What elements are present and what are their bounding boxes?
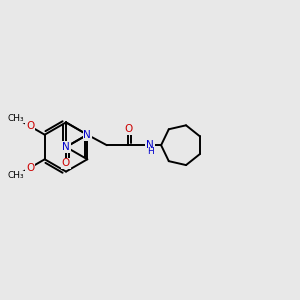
Text: O: O <box>16 175 17 176</box>
Text: O: O <box>26 163 34 172</box>
Text: O: O <box>124 124 133 134</box>
Text: O: O <box>62 158 70 169</box>
Text: N: N <box>62 142 70 152</box>
Text: N: N <box>146 140 154 150</box>
Text: N: N <box>83 130 91 140</box>
Text: H: H <box>147 147 153 156</box>
Text: O: O <box>16 118 17 119</box>
Text: CH₃: CH₃ <box>8 171 24 180</box>
Text: O: O <box>26 122 34 131</box>
Text: CH₃: CH₃ <box>8 114 24 123</box>
